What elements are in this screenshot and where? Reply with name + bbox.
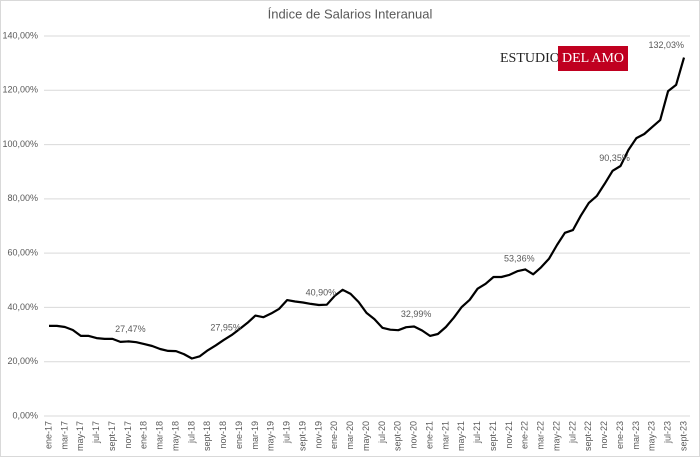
- y-tick-label: 140,00%: [2, 30, 38, 40]
- x-tick-label: ene-17: [43, 421, 53, 449]
- x-tick-label: ene-21: [424, 421, 434, 449]
- x-tick-label: mar-21: [440, 421, 450, 450]
- x-tick-label: may-17: [75, 421, 85, 451]
- y-tick-label: 80,00%: [7, 193, 38, 203]
- x-tick-label: jul-22: [567, 421, 577, 444]
- x-tick-label: jul-19: [282, 421, 292, 444]
- x-tick-label: nov-21: [504, 421, 514, 449]
- x-tick-label: may-22: [551, 421, 561, 451]
- x-tick-label: mar-18: [155, 421, 165, 450]
- x-tick-label: nov-22: [599, 421, 609, 449]
- x-tick-label: may-21: [456, 421, 466, 451]
- x-tick-label: sept-17: [107, 421, 117, 451]
- data-label: 53,36%: [504, 254, 535, 264]
- x-tick-label: mar-22: [536, 421, 546, 450]
- x-tick-label: sept-20: [393, 421, 403, 451]
- x-tick-label: mar-20: [345, 421, 355, 450]
- x-tick-label: mar-23: [631, 421, 641, 450]
- data-label: 27,95%: [210, 323, 241, 333]
- data-label: 40,90%: [306, 287, 337, 297]
- y-tick-label: 60,00%: [7, 248, 38, 258]
- x-tick-label: nov-20: [409, 421, 419, 449]
- watermark-text: ESTUDIO: [500, 51, 560, 66]
- data-label: 32,99%: [401, 309, 432, 319]
- data-line: [49, 57, 686, 360]
- data-label: 27,47%: [115, 324, 146, 334]
- x-tick-label: jul-17: [91, 421, 101, 444]
- x-tick-label: nov-18: [218, 421, 228, 449]
- x-tick-label: may-19: [266, 421, 276, 451]
- watermark: ESTUDIO DEL AMO: [500, 46, 628, 71]
- x-tick-label: sept-21: [488, 421, 498, 451]
- x-tick-label: jul-23: [663, 421, 673, 444]
- x-tick-label: mar-19: [250, 421, 260, 450]
- x-tick-label: ene-22: [520, 421, 530, 449]
- x-tick-label: jul-18: [186, 421, 196, 444]
- x-tick-label: sept-22: [583, 421, 593, 451]
- y-tick-label: 0,00%: [12, 410, 38, 420]
- data-label: 90,35%: [599, 153, 630, 163]
- x-tick-label: sept-19: [297, 421, 307, 451]
- data-label: 132,03%: [648, 40, 684, 50]
- x-tick-label: ene-20: [329, 421, 339, 449]
- watermark-text: DEL AMO: [562, 51, 624, 66]
- x-tick-label: may-23: [647, 421, 657, 451]
- x-tick-label: ene-19: [234, 421, 244, 449]
- y-tick-label: 20,00%: [7, 356, 38, 366]
- x-tick-label: sept-23: [678, 421, 688, 451]
- y-tick-label: 100,00%: [2, 139, 38, 149]
- x-tick-label: ene-23: [615, 421, 625, 449]
- watermark-box: [558, 46, 628, 71]
- x-tick-label: may-20: [361, 421, 371, 451]
- x-tick-label: may-18: [170, 421, 180, 451]
- x-tick-label: jul-21: [472, 421, 482, 444]
- x-tick-label: nov-17: [123, 421, 133, 449]
- y-tick-label: 40,00%: [7, 302, 38, 312]
- x-tick-label: jul-20: [377, 421, 387, 444]
- x-tick-label: nov-19: [313, 421, 323, 449]
- x-tick-label: ene-18: [139, 421, 149, 449]
- x-tick-label: mar-17: [59, 421, 69, 450]
- chart-title: Índice de Salarios Interanual: [268, 6, 433, 21]
- x-tick-label: sept-18: [202, 421, 212, 451]
- y-tick-label: 120,00%: [2, 85, 38, 95]
